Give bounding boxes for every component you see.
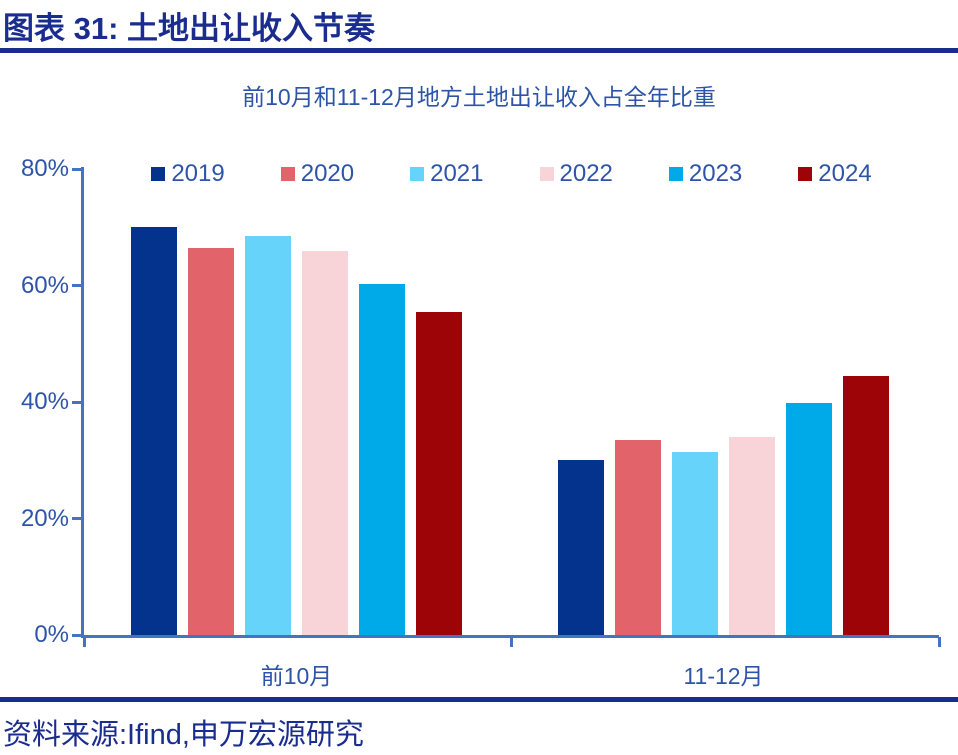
legend-item-2022: 2022 — [539, 160, 613, 187]
legend-item-2020: 2020 — [280, 160, 355, 187]
bar-2022-category-2 — [729, 437, 775, 635]
bar-2021-category-2 — [672, 451, 718, 635]
bar-2019-category-2 — [558, 460, 604, 635]
bar-2019-category-1 — [131, 227, 177, 635]
legend-swatch-2021 — [410, 167, 425, 181]
legend-item-2024: 2024 — [798, 160, 872, 187]
x-axis-category-label: 11-12月 — [683, 663, 764, 689]
legend-label-2021: 2021 — [430, 160, 484, 187]
bar-group-2 — [558, 375, 889, 635]
y-axis-tick — [72, 400, 81, 404]
bar-2023-category-1 — [359, 284, 405, 635]
chart-legend: 2019 2020 2021 2022 2023 2024 — [84, 162, 939, 186]
footer-divider — [0, 697, 958, 702]
x-axis-tick — [82, 637, 86, 647]
x-axis-tick — [510, 637, 513, 647]
bar-2020-category-1 — [188, 247, 234, 635]
bar-2024-category-2 — [843, 375, 889, 635]
x-axis-category-label: 前10月 — [260, 663, 333, 689]
y-axis-label: 0% — [34, 621, 69, 648]
y-axis-label: 80% — [20, 155, 69, 182]
source-note: 资料来源:Ifind,申万宏源研究 — [3, 719, 364, 751]
bar-2024-category-1 — [416, 311, 462, 635]
legend-swatch-2019 — [151, 167, 166, 181]
bar-2020-category-2 — [615, 439, 661, 635]
header-divider — [0, 48, 958, 53]
bar-2022-category-1 — [302, 250, 348, 635]
bar-group-1 — [131, 227, 462, 635]
figure-caption: 图表 31: 土地出让收入节奏 — [3, 11, 376, 46]
y-axis-label: 40% — [20, 388, 69, 415]
legend-item-2021: 2021 — [410, 160, 484, 187]
y-axis-tick — [72, 284, 81, 287]
y-axis-label: 20% — [20, 504, 69, 532]
legend-swatch-2020 — [280, 167, 295, 181]
legend-item-2019: 2019 — [151, 160, 225, 187]
legend-swatch-2022 — [539, 167, 554, 181]
y-axis-tick — [72, 633, 81, 637]
legend-swatch-2024 — [798, 167, 813, 181]
legend-swatch-2023 — [668, 167, 683, 181]
legend-label-2019: 2019 — [171, 160, 225, 187]
legend-item-2023: 2023 — [668, 160, 743, 187]
bar-2023-category-2 — [786, 403, 832, 635]
legend-label-2024: 2024 — [818, 160, 872, 187]
bar-2021-category-1 — [245, 236, 291, 635]
chart-title: 前10月和11-12月地方土地出让收入占全年比重 — [242, 84, 716, 110]
plot-area: 80% 60% 40% 20% 0% 前10月 11-12月 — [21, 157, 941, 689]
legend-label-2023: 2023 — [688, 160, 743, 187]
legend-label-2022: 2022 — [559, 160, 613, 187]
y-axis-tick — [72, 167, 81, 171]
legend-label-2020: 2020 — [300, 160, 355, 187]
y-axis-tick — [72, 517, 81, 520]
x-axis-line — [81, 635, 939, 638]
y-axis-label: 60% — [20, 271, 69, 299]
y-axis-line — [81, 167, 84, 638]
x-axis-tick — [937, 637, 941, 647]
